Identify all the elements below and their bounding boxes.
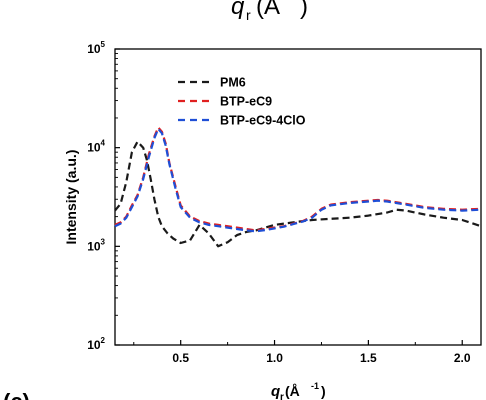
- legend-label: BTP-eC9: [220, 95, 272, 109]
- series-line-btp-ec9: [114, 126, 482, 232]
- legend-label: PM6: [220, 76, 246, 90]
- panel-label: (c): [3, 389, 30, 400]
- legend-label: BTP-eC9-4ClO: [220, 114, 306, 128]
- y-axis-title: Intensity (a.u.): [63, 150, 79, 245]
- series-line-btp-ec9-4clo: [114, 127, 482, 233]
- x-axis-title-exp: -1: [311, 381, 319, 391]
- series-line-pm6: [114, 140, 482, 248]
- y-tick-label: 104: [87, 139, 105, 155]
- x-tick-label: 1.0: [266, 351, 283, 365]
- y-axis: 102 103 104 105: [87, 40, 120, 352]
- x-tick-label: 0.5: [172, 351, 189, 365]
- top-fragment-rest: (Å: [256, 0, 280, 20]
- series-layer: [114, 126, 482, 248]
- top-fragment: q r (Å ): [231, 0, 308, 23]
- x-axis-title: q r (Å -1 ): [271, 381, 326, 400]
- x-axis-title-unit: (Å: [285, 383, 300, 399]
- y-tick-label: 103: [87, 237, 105, 253]
- plot-frame: [114, 48, 482, 346]
- x-axis-title-symbol: q: [271, 383, 280, 400]
- x-tick-label: 1.5: [360, 351, 377, 365]
- x-axis: 0.5 1.0 1.5 2.0: [133, 340, 471, 365]
- x-axis-title-close: ): [321, 383, 326, 399]
- y-tick-label: 102: [87, 336, 105, 352]
- top-fragment-sub: r: [246, 7, 251, 23]
- top-fragment-tail: ): [300, 0, 308, 20]
- top-fragment-symbol: q: [231, 0, 245, 20]
- y-tick-label: 105: [87, 40, 105, 56]
- legend: PM6 BTP-eC9 BTP-eC9-4ClO: [178, 76, 306, 128]
- x-tick-label: 2.0: [454, 351, 471, 365]
- x-axis-title-sub: r: [280, 392, 284, 400]
